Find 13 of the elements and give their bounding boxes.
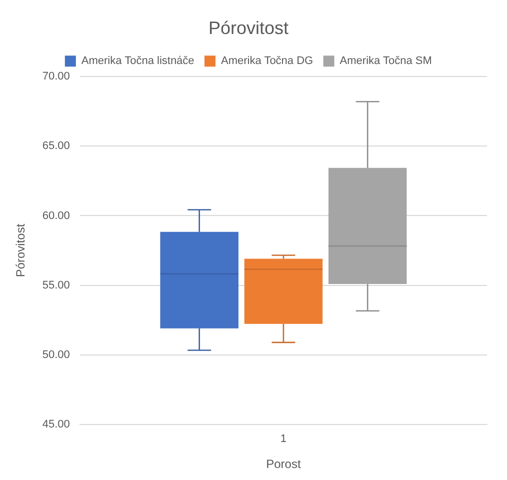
x-axis-title: Porost [266,457,302,472]
y-tick-label: 65.00 [42,140,70,152]
y-axis-title: Pórovitost [14,223,28,278]
y-tick-label: 55.00 [42,279,70,292]
y-tick-label: 50.00 [42,348,70,361]
legend-label: Amerika Točna listnáče [81,55,194,68]
legend-label: Amerika Točna SM [340,55,432,68]
x-tick-label: 1 [280,433,287,446]
y-tick-label: 60.00 [42,210,70,222]
chart-title: Pórovitost [208,18,289,38]
y-tick-label: 45.00 [42,418,70,430]
y-tick-label: 70.00 [42,70,70,83]
legend-label: Amerika Točna DG [220,55,314,68]
